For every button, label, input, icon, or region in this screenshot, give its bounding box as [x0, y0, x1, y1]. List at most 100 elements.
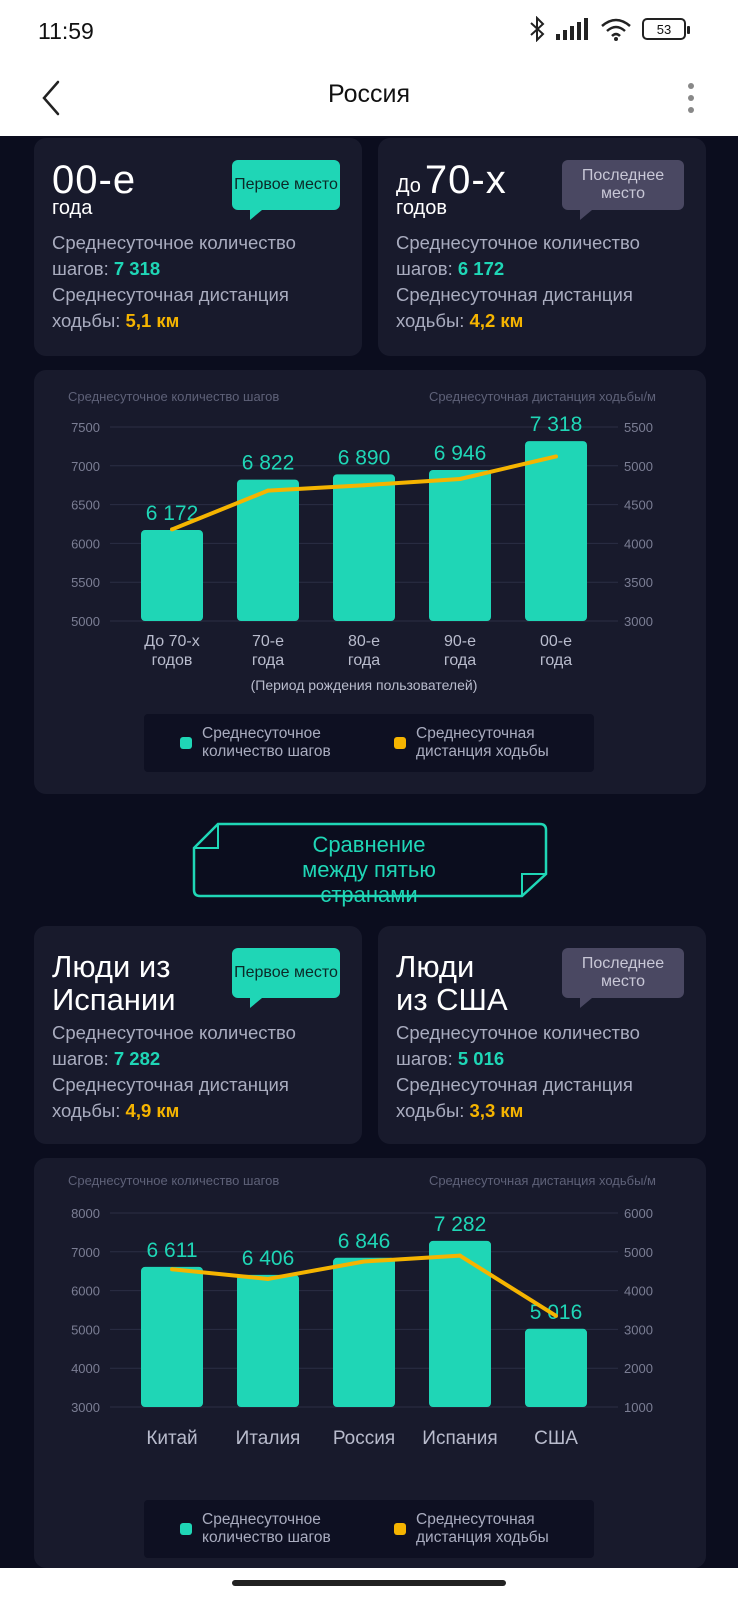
country-line-1: Люди из [52, 949, 171, 984]
bar-value-label: 7 318 [530, 413, 583, 436]
compare-banner-title: Сравнение между пятью странами [302, 832, 436, 907]
category-label-line2: годов [152, 652, 193, 669]
steps-stat: Среднесуточное количество шагов: 6 172 [396, 230, 696, 282]
left-tick-label: 5000 [71, 1322, 100, 1337]
card-heading: Люди из Испании [52, 950, 176, 1016]
card-heading: До 70-х годов [396, 160, 507, 218]
country-chart-card: Среднесуточное количество шагов Среднесут… [34, 1158, 706, 1568]
legend-distance-label: Среднесуточная дистанция ходьбы [416, 1511, 549, 1546]
category-label: Италия [236, 1428, 301, 1449]
left-tick-label: 3000 [71, 1400, 100, 1415]
category-label-line1: 00-е [540, 633, 572, 650]
legend-steps-label: Среднесуточное количество шагов [202, 1511, 331, 1546]
legend-distance-swatch [394, 1523, 406, 1535]
bar-value-label: 6 611 [147, 1239, 198, 1262]
bar [525, 1328, 587, 1407]
steps-value: 7 318 [113, 258, 161, 279]
country-chart: Среднесуточное количество шагов Среднесут… [68, 1173, 656, 1449]
right-tick-label: 4000 [624, 1284, 653, 1299]
category-label: Испания [422, 1428, 497, 1449]
left-axis-title: Среднесуточное количество шагов [68, 389, 279, 404]
country-line-2: из США [396, 982, 508, 1017]
bar [141, 530, 203, 621]
country-line-1: Люди [396, 949, 475, 984]
legend-steps: Среднесуточное количество шагов [180, 725, 362, 761]
bar [141, 1266, 203, 1407]
distance-stat: Среднесуточная дистанция ходьбы: 4,9 км [52, 1072, 352, 1124]
right-tick-label: 1000 [624, 1400, 653, 1415]
navigation-bar [0, 1568, 738, 1599]
steps-label: Среднесуточное количество шагов: [396, 232, 640, 279]
bar [333, 474, 395, 621]
compare-banner-frame [192, 822, 548, 898]
right-tick-label: 4000 [624, 536, 653, 551]
right-tick-label: 5000 [624, 459, 653, 474]
last-place-generation-card: До 70-х годов Последнее место Среднесуто… [378, 138, 706, 356]
bar-value-label: 7 282 [434, 1213, 487, 1236]
distance-point [458, 476, 462, 481]
right-tick-label: 2000 [624, 1361, 653, 1376]
legend-distance-label: Среднесуточная дистанция ходьбы [416, 725, 549, 760]
more-options-icon[interactable] [684, 78, 698, 118]
generation-sub-label: годов [396, 197, 447, 219]
bar [429, 1240, 491, 1407]
steps-value: 7 282 [113, 1048, 161, 1069]
distance-point [170, 1267, 174, 1272]
left-tick-label: 6500 [71, 498, 100, 513]
steps-stat: Среднесуточное количество шагов: 5 016 [396, 1020, 696, 1072]
right-tick-label: 3500 [624, 575, 653, 590]
legend-steps-swatch [180, 1523, 192, 1535]
last-place-badge: Последнее место [562, 160, 684, 220]
left-tick-label: 6000 [71, 536, 100, 551]
distance-label: Среднесуточная дистанция ходьбы: [396, 284, 633, 331]
right-axis-title: Среднесуточная дистанция ходьбы/м [429, 1173, 656, 1188]
category-label: Россия [333, 1428, 395, 1449]
left-tick-label: 8000 [71, 1206, 100, 1221]
back-arrow-icon[interactable] [36, 78, 66, 118]
country-line-2: Испании [52, 982, 176, 1017]
legend-distance: Среднесуточная дистанция ходьбы [394, 725, 576, 761]
chart-legend: Среднесуточное количество шагов Среднесу… [144, 714, 594, 772]
card-heading: 00-е года [52, 160, 136, 218]
battery-level: 53 [656, 21, 672, 37]
distance-value: 3,3 км [469, 1100, 524, 1121]
bar [429, 469, 491, 621]
bar-value-label: 6 172 [146, 502, 199, 525]
distance-value: 5,1 км [125, 310, 180, 331]
first-place-generation-card: 00-е года Первое место Среднесуточное ко… [34, 138, 362, 356]
page-title: Россия [328, 80, 410, 108]
legend-steps-label: Среднесуточное количество шагов [202, 725, 331, 760]
badge-text: Первое место [234, 176, 338, 193]
distance-point [362, 483, 366, 488]
generation-label: 70-х [424, 158, 507, 202]
bar [333, 1257, 395, 1407]
chart-legend: Среднесуточное количество шагов Среднесу… [144, 1500, 594, 1558]
bluetooth-icon [530, 16, 545, 42]
steps-stat: Среднесуточное количество шагов: 7 282 [52, 1020, 352, 1072]
home-indicator[interactable] [232, 1580, 506, 1586]
left-tick-label: 7000 [71, 1245, 100, 1260]
badge-text: Последнее место [581, 167, 665, 202]
category-label-line1: 80-е [348, 633, 380, 650]
right-axis-title: Среднесуточная дистанция ходьбы/м [429, 389, 656, 404]
badge-text: Первое место [234, 964, 338, 981]
first-place-badge: Первое место [232, 160, 340, 220]
bar [525, 441, 587, 621]
distance-stat: Среднесуточная дистанция ходьбы: 4,2 км [396, 282, 696, 334]
category-label-line2: года [348, 652, 380, 669]
left-tick-label: 7500 [71, 420, 100, 435]
left-tick-label: 7000 [71, 459, 100, 474]
distance-point [266, 1276, 270, 1281]
distance-label: Среднесуточная дистанция ходьбы: [52, 284, 289, 331]
left-tick-label: 5500 [71, 575, 100, 590]
distance-label: Среднесуточная дистанция ходьбы: [396, 1074, 633, 1121]
distance-point [170, 527, 174, 532]
generation-prefix: До [396, 175, 421, 197]
left-tick-label: 6000 [71, 1284, 100, 1299]
steps-value: 5 016 [457, 1048, 505, 1069]
generation-label: 00-е [52, 158, 137, 202]
distance-label: Среднесуточная дистанция ходьбы: [52, 1074, 289, 1121]
distance-point [554, 1313, 558, 1318]
bar-value-label: 6 890 [338, 446, 391, 469]
bar-value-label: 6 946 [434, 442, 487, 465]
